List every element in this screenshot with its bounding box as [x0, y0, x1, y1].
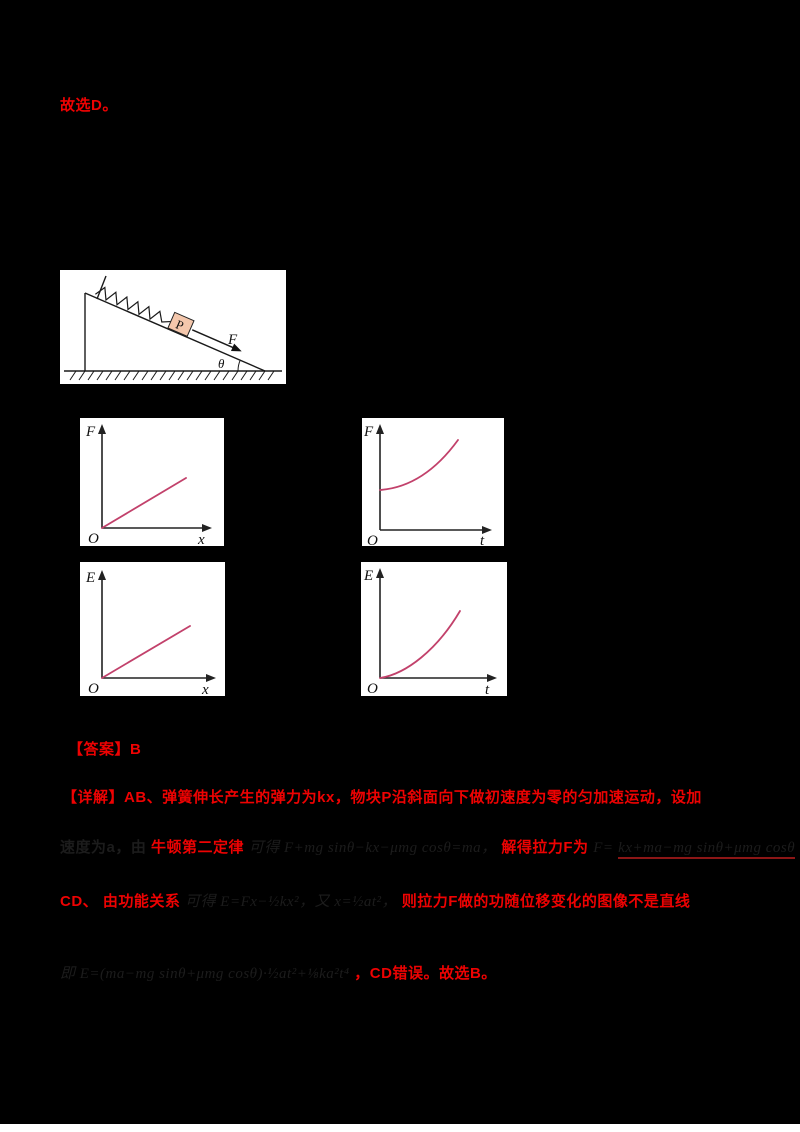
x-axis-label: x [197, 532, 205, 546]
graph-option-d: E t O [363, 568, 497, 696]
incline-surface [84, 292, 266, 372]
explanation-line2-formula-2: F= [593, 840, 614, 856]
y-axis-arrow-icon [98, 424, 106, 434]
explanation-line4-conclusion: ，CD错误。故选B。 [354, 965, 497, 982]
explanation-line2-formula-1: 可得 F+mg sinθ−kx−μmg cosθ=ma， [248, 840, 497, 856]
explanation-line2-seg1: 速度为a，由 [60, 839, 147, 856]
explanation-line1-text: 【详解】AB、弹簧伸长产生的弹力为kx，物块P沿斜面向下做初速度为零的匀加速运动… [62, 789, 702, 806]
answer-line: 【答案】B [68, 741, 142, 758]
explanation-line3-formula: 可得 E=Fx−½kx²，又 x=½at²， [185, 894, 398, 910]
block-p [167, 311, 195, 338]
explanation-line4-formula: 即 E=(ma−mg sinθ+μmg cosθ)·½at²+⅛ka²t⁴ [60, 966, 350, 982]
explanation-line-4: 即 E=(ma−mg sinθ+μmg cosθ)·½at²+⅛ka²t⁴ ，C… [60, 962, 497, 986]
explanation-line3-seg2: 由功能关系 [102, 893, 181, 910]
explanation-line-3: CD、 由功能关系 可得 E=Fx−½kx²，又 x=½at²， 则拉力F做的功… [60, 890, 690, 914]
x-axis-arrow-icon [206, 674, 216, 682]
y-axis-label: E [363, 568, 373, 584]
y-axis-arrow-icon [376, 568, 384, 578]
incline-diagram-panel: P F θ [60, 270, 286, 384]
origin-label: O [367, 533, 378, 546]
origin-label: O [88, 531, 99, 546]
graph-option-b: F t O [363, 424, 492, 546]
explanation-line3-seg1: CD、 [60, 893, 99, 910]
x-axis-arrow-icon [202, 524, 212, 532]
page-bottom-edge [0, 1124, 800, 1132]
spring-icon [95, 286, 171, 323]
data-line [101, 625, 191, 679]
graph-option-c: E x O [85, 570, 216, 696]
explanation-line2-seg4: 解得拉力F为 [501, 839, 589, 856]
data-line [101, 477, 187, 529]
data-curve [379, 439, 459, 491]
x-axis-label: t [480, 533, 485, 546]
origin-label: O [367, 681, 378, 696]
graph-option-a-panel: F x O [80, 418, 224, 546]
incline-diagram: P F θ [64, 275, 282, 381]
graph-option-a: F x O [85, 424, 212, 546]
x-axis-label: x [201, 682, 209, 696]
explanation-line-1: 【详解】AB、弹簧伸长产生的弹力为kx，物块P沿斜面向下做初速度为零的匀加速运动… [62, 786, 702, 810]
x-axis-arrow-icon [482, 526, 492, 534]
y-axis-arrow-icon [98, 570, 106, 580]
angle-arc [237, 360, 241, 372]
force-label: F [227, 332, 238, 348]
graph-option-d-panel: E t O [361, 562, 507, 696]
force-arrow-shaft [191, 329, 236, 350]
y-axis-label: F [85, 424, 96, 440]
graph-option-b-panel: F t O [362, 418, 504, 546]
y-axis-label: E [85, 570, 95, 586]
x-axis-arrow-icon [487, 674, 497, 682]
force-arrow-head [230, 343, 242, 352]
explanation-line2-fraction: kx+ma−mg sinθ+μmg cosθ [618, 840, 796, 859]
y-axis-label: F [363, 424, 374, 440]
explanation-line3-seg4: 则拉力F做的功随位移变化的图像不是直线 [401, 893, 691, 910]
y-axis-arrow-icon [376, 424, 384, 434]
spring-anchor-line [96, 275, 107, 300]
explanation-line-2: 速度为a，由 牛顿第二定律 可得 F+mg sinθ−kx−μmg cosθ=m… [60, 836, 800, 860]
graph-option-c-panel: E x O [80, 562, 225, 696]
ground-hatching [69, 370, 275, 381]
x-axis-label: t [485, 682, 490, 696]
data-curve [379, 610, 461, 679]
origin-label: O [88, 681, 99, 696]
angle-label: θ [218, 356, 225, 371]
previous-answer-note: 故选D。 [60, 97, 118, 114]
explanation-line2-seg2: 牛顿第二定律 [151, 839, 245, 856]
